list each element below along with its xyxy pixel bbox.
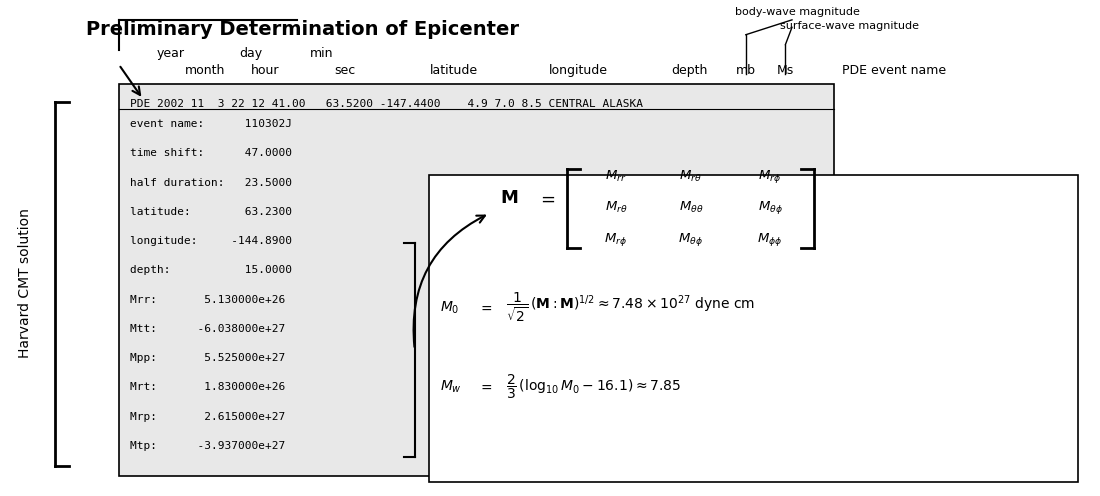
Text: longitude:     -144.8900: longitude: -144.8900	[130, 236, 292, 246]
Text: Ms: Ms	[777, 64, 794, 77]
Text: $M_{\theta\phi}$: $M_{\theta\phi}$	[758, 199, 782, 216]
Text: Mrp:       2.615000e+27: Mrp: 2.615000e+27	[130, 412, 285, 422]
Text: depth:           15.0000: depth: 15.0000	[130, 265, 292, 275]
Text: $\mathbf{M}$: $\mathbf{M}$	[500, 189, 519, 207]
Text: mb: mb	[736, 64, 756, 77]
Text: month: month	[185, 64, 224, 77]
Text: body-wave magnitude: body-wave magnitude	[735, 7, 860, 17]
Text: min: min	[309, 47, 333, 60]
FancyBboxPatch shape	[119, 84, 834, 476]
Text: $M_{rr}$: $M_{rr}$	[605, 169, 627, 184]
Text: $M_{\phi\phi}$: $M_{\phi\phi}$	[757, 231, 783, 248]
Text: $=$: $=$	[537, 189, 556, 207]
Text: $M_{r\theta}$: $M_{r\theta}$	[680, 169, 702, 184]
Text: $=$: $=$	[478, 380, 493, 394]
Text: event name:      110302J: event name: 110302J	[130, 119, 292, 129]
Text: latitude:        63.2300: latitude: 63.2300	[130, 207, 292, 217]
Text: $\dfrac{2}{3}\,(\log_{10} M_0 - 16.1) \approx 7.85$: $\dfrac{2}{3}\,(\log_{10} M_0 - 16.1) \a…	[506, 372, 681, 401]
Text: $M_0$: $M_0$	[440, 299, 460, 316]
FancyBboxPatch shape	[429, 175, 1078, 482]
Text: day: day	[239, 47, 263, 60]
Text: $M_{r\phi}$: $M_{r\phi}$	[605, 231, 627, 248]
Text: $M_w$: $M_w$	[440, 378, 462, 395]
Text: $M_{r\theta}$: $M_{r\theta}$	[605, 200, 627, 215]
Text: Preliminary Determination of Epicenter: Preliminary Determination of Epicenter	[86, 20, 519, 39]
Text: $=$: $=$	[478, 301, 493, 314]
Text: $M_{\theta\theta}$: $M_{\theta\theta}$	[679, 200, 703, 215]
Text: latitude: latitude	[430, 64, 478, 77]
Text: Mtt:      -6.038000e+27: Mtt: -6.038000e+27	[130, 324, 285, 334]
Text: year: year	[156, 47, 185, 60]
Text: sec: sec	[334, 64, 356, 77]
Text: Mpp:       5.525000e+27: Mpp: 5.525000e+27	[130, 353, 285, 363]
Text: Mtp:      -3.937000e+27: Mtp: -3.937000e+27	[130, 441, 285, 451]
Text: Harvard CMT solution: Harvard CMT solution	[19, 208, 32, 358]
Text: $M_{\theta\phi}$: $M_{\theta\phi}$	[679, 231, 703, 248]
Text: surface-wave magnitude: surface-wave magnitude	[780, 21, 918, 31]
Text: depth: depth	[671, 64, 708, 77]
Text: PDE event name: PDE event name	[843, 64, 946, 77]
Text: Mrr:       5.130000e+26: Mrr: 5.130000e+26	[130, 295, 285, 305]
Text: $\dfrac{1}{\sqrt{2}}\,(\mathbf{M}:\mathbf{M})^{1/2} \approx 7.48 \times 10^{27}$: $\dfrac{1}{\sqrt{2}}\,(\mathbf{M}:\mathb…	[506, 291, 755, 324]
Text: longitude: longitude	[549, 64, 608, 77]
Text: half duration:   23.5000: half duration: 23.5000	[130, 178, 292, 187]
Text: time shift:      47.0000: time shift: 47.0000	[130, 148, 292, 158]
Text: PDE 2002 11  3 22 12 41.00   63.5200 -147.4400    4.9 7.0 8.5 CENTRAL ALASKA: PDE 2002 11 3 22 12 41.00 63.5200 -147.4…	[130, 99, 642, 109]
Text: hour: hour	[251, 64, 279, 77]
Text: Mrt:       1.830000e+26: Mrt: 1.830000e+26	[130, 382, 285, 392]
Text: $M_{r\phi}$: $M_{r\phi}$	[759, 168, 781, 185]
